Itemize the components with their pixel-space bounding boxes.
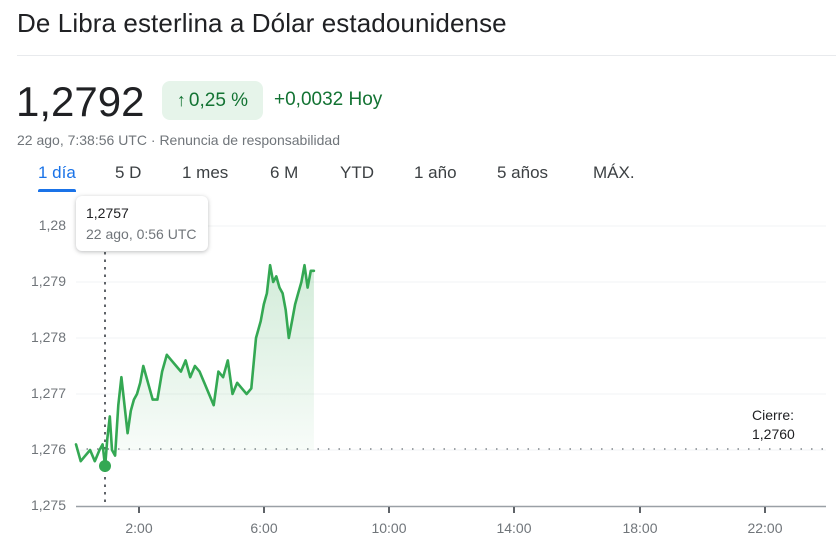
x-tick-label: 14:00 (496, 520, 532, 536)
previous-close-value: 1,2760 (752, 426, 795, 442)
tab-ytd[interactable]: YTD (340, 163, 374, 183)
tab-label: MÁX. (593, 163, 635, 182)
x-tick-label: 6:00 (250, 520, 278, 536)
quote-meta: 22 ago, 7:38:56 UTC · Renuncia de respon… (17, 132, 340, 148)
hover-tooltip: 1,2757 22 ago, 0:56 UTC (76, 196, 208, 251)
tab-label: YTD (340, 163, 374, 182)
tab-5-years[interactable]: 5 años (497, 163, 548, 183)
tab-label: 1 año (414, 163, 457, 182)
meta-separator: · (150, 132, 156, 148)
current-price: 1,2792 (16, 78, 145, 125)
tab-max[interactable]: MÁX. (593, 163, 635, 183)
price-line (74, 263, 316, 469)
disclaimer-link[interactable]: Renuncia de responsabilidad (159, 132, 341, 148)
tab-1-year[interactable]: 1 año (414, 163, 457, 183)
y-tick-label: 1,28 (38, 217, 66, 233)
tab-1-month[interactable]: 1 mes (182, 163, 228, 183)
grid-lines (76, 225, 826, 451)
y-tick-label: 1,275 (30, 497, 66, 513)
tooltip-value: 1,2757 (86, 205, 129, 221)
y-tick-label: 1,278 (30, 329, 66, 345)
tab-label: 5 D (115, 163, 142, 182)
tab-5-days[interactable]: 5 D (115, 163, 141, 183)
tab-1-day[interactable]: 1 día (38, 163, 76, 192)
change-percent-badge: ↑ 0,25 % (162, 81, 263, 120)
x-tick-label: 22:00 (747, 520, 783, 536)
y-tick-label: 1,277 (30, 385, 66, 401)
quote-timestamp: 22 ago, 7:38:56 UTC (17, 132, 147, 148)
tooltip-time: 22 ago, 0:56 UTC (86, 226, 197, 242)
y-tick-label: 1,279 (30, 273, 66, 289)
x-axis-ticks (138, 507, 766, 513)
y-tick-label: 1,276 (30, 441, 66, 457)
tab-6-months[interactable]: 6 M (270, 163, 298, 183)
tab-label: 1 día (38, 163, 76, 182)
tab-label: 5 años (497, 163, 549, 182)
change-percent-value: 0,25 % (188, 89, 249, 111)
tab-label: 6 M (270, 163, 299, 182)
x-tick-label: 2:00 (125, 520, 153, 536)
price-area-fill (76, 265, 314, 467)
arrow-up-icon: ↑ (176, 90, 186, 110)
active-tab-indicator (38, 189, 76, 192)
previous-close-title: Cierre: (752, 407, 795, 423)
title-divider (17, 55, 836, 56)
previous-close-label: Cierre: 1,2760 (752, 406, 795, 444)
x-tick-label: 10:00 (371, 520, 407, 536)
change-absolute: +0,0032 Hoy (274, 89, 383, 110)
hover-point-marker (99, 460, 111, 472)
tab-label: 1 mes (182, 163, 229, 182)
x-tick-label: 18:00 (622, 520, 658, 536)
page-title: De Libra esterlina a Dólar estadounidens… (17, 8, 507, 38)
